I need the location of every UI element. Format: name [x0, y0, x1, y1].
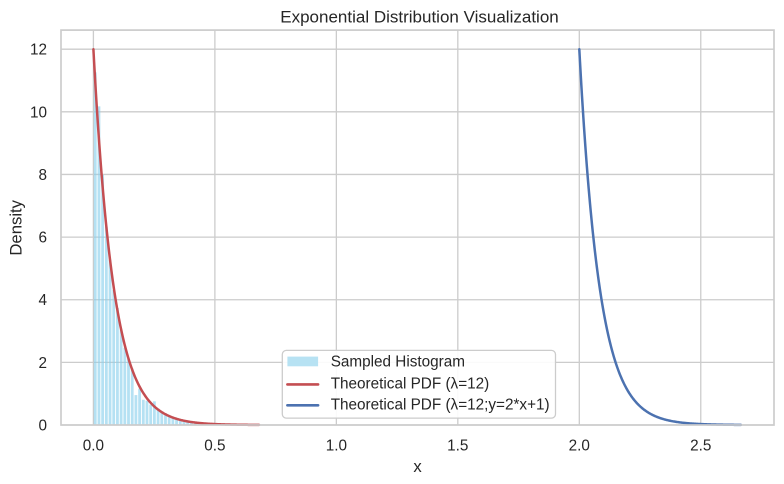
svg-text:6: 6 [38, 230, 47, 247]
svg-text:2.0: 2.0 [569, 437, 590, 454]
svg-text:1.5: 1.5 [447, 437, 468, 454]
svg-text:x: x [413, 457, 422, 476]
svg-text:Sampled Histogram: Sampled Histogram [331, 354, 465, 371]
svg-text:Exponential Distribution Visua: Exponential Distribution Visualization [280, 7, 558, 26]
svg-text:4: 4 [38, 292, 47, 309]
svg-text:Theoretical PDF (λ=12;y=2*x+1): Theoretical PDF (λ=12;y=2*x+1) [331, 397, 550, 414]
svg-text:2: 2 [38, 355, 47, 372]
svg-text:Theoretical PDF (λ=12): Theoretical PDF (λ=12) [331, 376, 490, 393]
svg-text:0.5: 0.5 [204, 437, 225, 454]
svg-text:Density: Density [7, 199, 26, 255]
svg-text:8: 8 [38, 167, 47, 184]
svg-text:0.0: 0.0 [83, 437, 104, 454]
svg-text:1.0: 1.0 [326, 437, 347, 454]
svg-text:2.5: 2.5 [690, 437, 711, 454]
svg-text:12: 12 [30, 42, 47, 59]
svg-text:10: 10 [30, 104, 47, 121]
svg-text:0: 0 [38, 417, 47, 434]
